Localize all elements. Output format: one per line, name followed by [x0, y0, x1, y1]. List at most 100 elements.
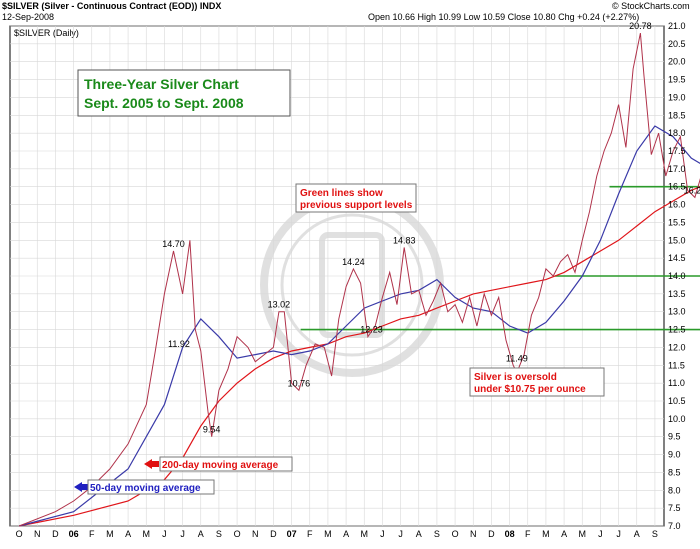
support-note-line2: previous support levels — [300, 200, 413, 211]
oversold-note-frame — [469, 367, 605, 397]
support-lines — [300, 185, 700, 331]
y-tick-label: 9.0 — [668, 450, 681, 460]
y-tick-label: 13.0 — [668, 307, 686, 317]
x-tick-label: M — [542, 529, 550, 539]
x-tick-label: A — [125, 529, 131, 539]
x-tick-label: J — [162, 529, 167, 539]
price-label: 9.54 — [203, 425, 221, 435]
y-tick-label: 16.5 — [668, 182, 686, 192]
x-tick-label: J — [398, 529, 403, 539]
ma200-arrow-icon — [144, 459, 152, 469]
x-tick-label: O — [452, 529, 459, 539]
x-tick-label: S — [434, 529, 440, 539]
y-tick-label: 11.5 — [668, 360, 685, 370]
x-tick-label: F — [525, 529, 531, 539]
x-tick-label: F — [307, 529, 313, 539]
x-tick-label: A — [343, 529, 349, 539]
x-tick-label: 06 — [69, 529, 79, 539]
y-tick-label: 8.5 — [668, 467, 681, 477]
y-tick-label: 15.5 — [668, 217, 686, 227]
price-label: 11.92 — [168, 339, 190, 349]
x-tick-label: A — [198, 529, 204, 539]
x-tick-label: S — [652, 529, 658, 539]
y-tick-label: 17.0 — [668, 164, 686, 174]
x-tick-label: A — [561, 529, 567, 539]
y-tick-label: 20.0 — [668, 57, 686, 67]
x-tick-label: S — [216, 529, 222, 539]
x-tick-label: D — [488, 529, 495, 539]
x-tick-label: N — [34, 529, 41, 539]
x-tick-label: A — [416, 529, 422, 539]
price-labels: 14.70 11.92 9.54 13.02 10.76 14.24 12.23 14.83 1… — [162, 21, 700, 435]
x-tick-label: F — [89, 529, 95, 539]
ma50-arrow-stem — [82, 484, 88, 490]
y-tick-label: 12.5 — [668, 325, 686, 335]
y-tick-label: 10.0 — [668, 414, 686, 424]
support-note-frame — [295, 183, 417, 213]
title-box: Three-Year Silver Chart Sept. 2005 to Se… — [77, 69, 291, 117]
ma200-callout: 200-day moving average — [144, 456, 293, 472]
x-tick-label: M — [324, 529, 332, 539]
x-tick-label: 07 — [287, 529, 297, 539]
series-label: $SILVER (Daily) — [14, 28, 79, 38]
symbol-line: $SILVER (Silver - Continuous Contract (E… — [2, 1, 221, 11]
source-credit: © StockCharts.com — [612, 1, 690, 11]
chart-title-line2: Sept. 2005 to Sept. 2008 — [84, 95, 244, 111]
x-tick-label: D — [52, 529, 59, 539]
x-tick-label: O — [16, 529, 23, 539]
title-box-frame — [77, 69, 291, 117]
x-tick-label: M — [579, 529, 587, 539]
chart-date: 12-Sep-2008 — [2, 12, 54, 22]
oversold-note-line2: under $10.75 per ounce — [474, 384, 586, 395]
price-line — [18, 33, 700, 527]
y-tick-label: 18.5 — [668, 110, 686, 120]
y-tick-label: 10.5 — [668, 396, 686, 406]
y-tick-label: 21.0 — [668, 21, 686, 31]
y-tick-label: 7.5 — [668, 503, 681, 513]
y-tick-label: 15.0 — [668, 235, 686, 245]
x-tick-label: N — [470, 529, 477, 539]
x-tick-label: A — [634, 529, 640, 539]
ma50-callout: 50-day moving average — [74, 479, 215, 495]
ma50-line — [18, 125, 700, 527]
ma50-label: 50-day moving average — [90, 483, 201, 494]
ma50-label-frame — [87, 479, 215, 495]
x-tick-label: M — [106, 529, 114, 539]
support-note-line1: Green lines show — [300, 188, 383, 199]
y-tick-label: 8.0 — [668, 485, 681, 495]
x-tick-label: M — [143, 529, 151, 539]
ma200-label: 200-day moving average — [162, 460, 279, 471]
y-tick-label: 19.0 — [668, 92, 686, 102]
y-tick-label: 14.5 — [668, 253, 686, 263]
x-tick-label: 08 — [505, 529, 515, 539]
price-label: 13.02 — [268, 300, 291, 310]
x-tick-label: J — [598, 529, 603, 539]
oversold-note-line1: Silver is oversold — [474, 372, 557, 383]
y-tick-label: 13.5 — [668, 289, 686, 299]
x-axis-ticks: O N D 06 F M A M J J A S O N D 07 F M A M J J A S O N D 08 F M A M J J A S — [16, 529, 658, 539]
x-tick-label: O — [234, 529, 241, 539]
y-tick-label: 9.5 — [668, 432, 681, 442]
y-tick-label: 17.5 — [668, 146, 686, 156]
ma50-arrow-icon — [74, 482, 82, 492]
price-label: 16.20 — [684, 185, 700, 195]
price-label: 14.83 — [393, 235, 416, 245]
y-tick-label: 14.0 — [668, 271, 686, 281]
grid-lines — [10, 25, 664, 527]
oversold-note: Silver is oversold under $10.75 per ounc… — [469, 367, 605, 397]
y-tick-label: 19.5 — [668, 75, 686, 85]
price-label: 11.49 — [506, 353, 528, 363]
ma200-label-frame — [159, 456, 293, 472]
series-lines — [18, 33, 700, 527]
x-tick-label: J — [380, 529, 385, 539]
x-tick-label: J — [616, 529, 621, 539]
y-tick-label: 16.0 — [668, 200, 686, 210]
ohlc-readout: Open 10.66 High 10.99 Low 10.59 Close 10… — [368, 12, 639, 22]
y-axis-ticks: 7.0 7.5 8.0 8.5 9.0 9.5 10.0 10.5 11.0 11.5 12.0 12… — [668, 21, 686, 531]
price-label: 14.70 — [162, 239, 185, 249]
x-tick-label: M — [361, 529, 369, 539]
y-tick-label: 11.0 — [668, 378, 685, 388]
price-label: 14.24 — [342, 257, 365, 267]
